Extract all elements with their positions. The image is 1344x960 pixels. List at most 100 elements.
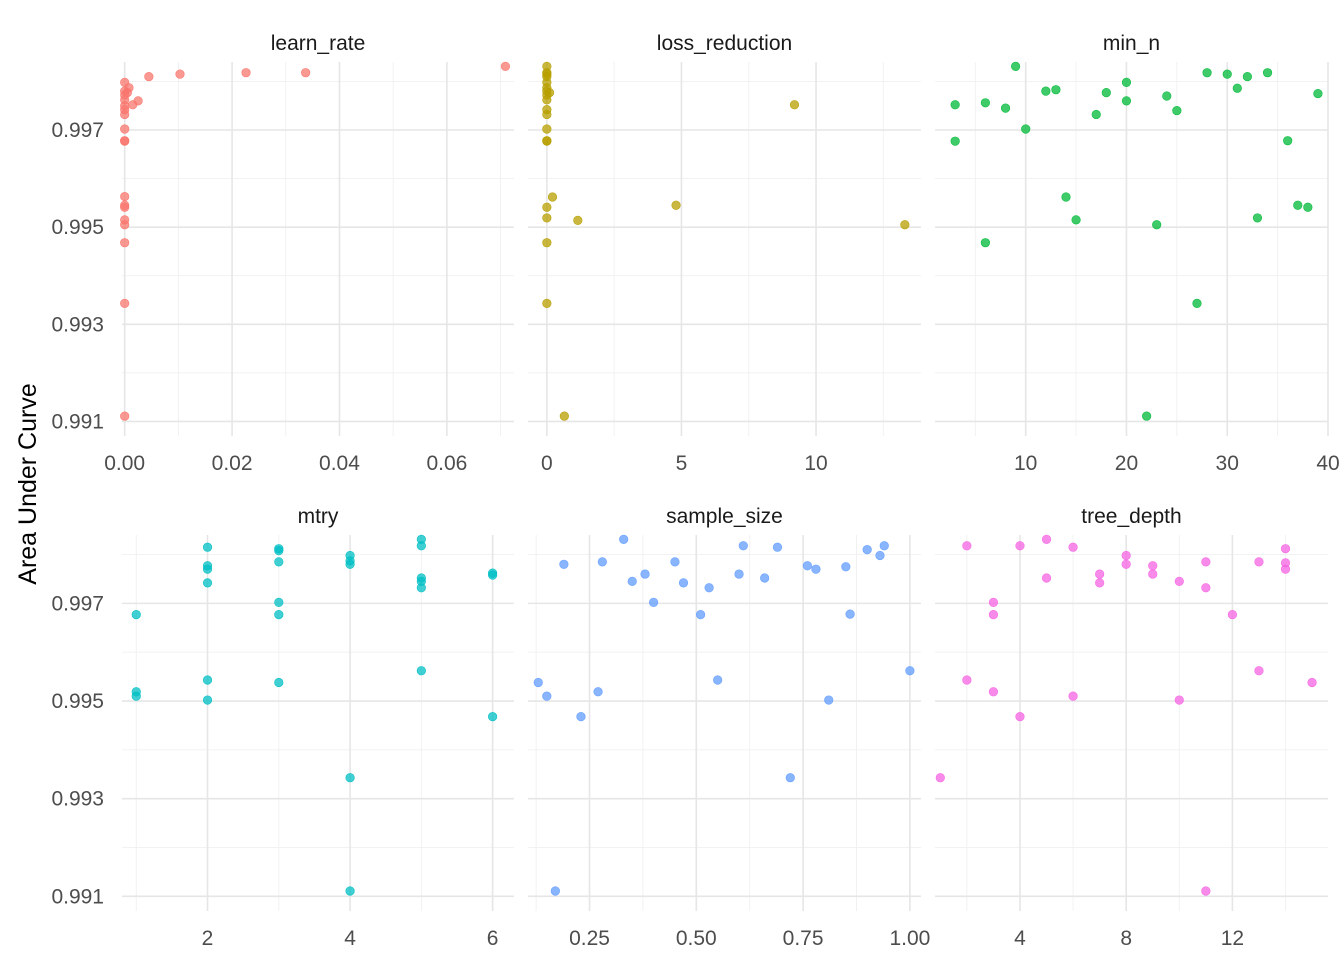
x-tick-label: 2	[202, 927, 214, 950]
x-tick-label: 10	[804, 452, 827, 475]
data-point	[1068, 691, 1078, 701]
data-point	[760, 573, 770, 583]
y-tick-label: 0.997	[51, 119, 104, 142]
y-tick-label: 0.991	[51, 885, 104, 908]
data-point	[738, 541, 748, 551]
data-point	[734, 569, 744, 579]
data-point	[202, 695, 213, 705]
data-point	[274, 546, 284, 556]
data-point	[416, 541, 426, 551]
data-point	[345, 559, 355, 569]
data-point	[120, 124, 130, 134]
data-point	[120, 215, 130, 225]
data-point	[1041, 86, 1051, 96]
data-point	[1262, 68, 1273, 78]
data-point	[542, 691, 552, 701]
data-point	[576, 712, 586, 722]
data-point	[1201, 583, 1211, 593]
data-point	[488, 712, 498, 722]
data-point	[627, 576, 637, 586]
data-point	[1000, 103, 1011, 113]
x-tick-label: 0.04	[319, 452, 360, 475]
data-point	[678, 578, 689, 588]
data-point	[1222, 69, 1232, 79]
y-tick-label: 0.995	[51, 690, 104, 713]
data-point	[500, 61, 511, 71]
x-tick-label: 40	[1316, 452, 1339, 475]
data-point	[1307, 677, 1317, 688]
data-point	[1041, 573, 1052, 583]
data-point	[988, 687, 999, 697]
y-tick-label: 0.993	[51, 313, 104, 336]
data-point	[1172, 105, 1182, 116]
data-point	[1152, 220, 1162, 230]
x-tick-label: 6	[487, 927, 499, 950]
data-point	[1202, 68, 1212, 78]
data-point	[772, 542, 783, 552]
data-point	[671, 200, 681, 210]
y-tick-label: 0.995	[51, 216, 104, 239]
data-point	[1252, 213, 1263, 223]
x-tick-label: 0.25	[569, 927, 610, 950]
data-point	[640, 569, 650, 579]
data-point	[1142, 411, 1152, 421]
x-tick-label: 12	[1221, 927, 1244, 950]
data-point	[1303, 202, 1313, 212]
data-point	[1174, 695, 1184, 705]
data-point	[862, 545, 872, 555]
data-point	[1071, 215, 1081, 225]
data-point	[133, 96, 143, 106]
data-point	[1121, 77, 1132, 87]
data-point	[1280, 564, 1291, 574]
data-point	[704, 583, 714, 593]
y-tick-label: 0.993	[51, 788, 104, 811]
data-point	[1148, 569, 1158, 579]
data-point	[962, 675, 972, 685]
data-point	[120, 136, 130, 146]
data-point	[900, 220, 910, 230]
data-point	[789, 100, 800, 110]
data-point	[950, 136, 960, 146]
data-point	[131, 609, 141, 620]
facet-title: sample_size	[666, 505, 783, 528]
data-point	[559, 411, 569, 421]
y-tick-label: 0.991	[51, 410, 104, 433]
data-point	[1015, 712, 1025, 722]
data-point	[542, 109, 552, 120]
data-point	[1293, 200, 1303, 210]
data-point	[202, 578, 213, 588]
data-point	[241, 68, 251, 78]
data-point	[619, 534, 629, 544]
facet-loss-reduction: 0 5 10 loss_reduction	[528, 32, 921, 475]
data-point	[980, 238, 990, 248]
x-tick-label: 0.00	[104, 452, 145, 475]
data-point	[988, 609, 999, 620]
data-point	[542, 202, 552, 212]
facet-title: learn_rate	[271, 32, 366, 55]
data-point	[841, 562, 851, 572]
facet-mtry: 0.991 0.993 0.995 0.997 2 4 6 mtry	[51, 505, 514, 950]
facet-tree-depth: 4 8 12 tree_depth	[935, 505, 1328, 950]
data-point	[542, 124, 552, 134]
data-point	[1174, 576, 1184, 586]
data-point	[670, 557, 680, 567]
data-point	[416, 666, 426, 676]
facet-panels: 0.991 0.993 0.995 0.997 0.00 0.02 0.04 0.06 lear…	[51, 32, 1339, 950]
facet-title: min_n	[1103, 32, 1160, 55]
data-point	[1101, 87, 1111, 98]
data-point	[124, 83, 134, 93]
data-point	[1015, 541, 1025, 551]
data-point	[542, 298, 552, 309]
data-point	[1280, 544, 1291, 554]
data-point	[120, 411, 130, 421]
data-point	[345, 886, 355, 896]
data-point	[845, 609, 855, 619]
data-point	[488, 570, 498, 580]
x-tick-label: 0.06	[426, 452, 467, 475]
data-point	[202, 675, 213, 685]
data-point	[1283, 136, 1293, 146]
data-point	[120, 298, 130, 309]
facet-title: tree_depth	[1081, 505, 1181, 528]
data-point	[1227, 609, 1238, 620]
